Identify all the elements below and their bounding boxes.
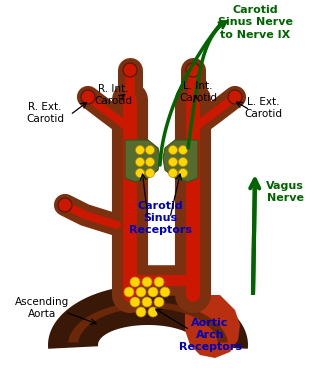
Circle shape — [142, 297, 152, 307]
Text: Vagus
Nerve: Vagus Nerve — [266, 181, 304, 203]
Circle shape — [135, 158, 144, 166]
Circle shape — [135, 169, 144, 177]
Circle shape — [58, 198, 72, 212]
Polygon shape — [68, 302, 228, 343]
Polygon shape — [125, 140, 160, 182]
Circle shape — [142, 277, 152, 287]
Circle shape — [186, 63, 200, 77]
Text: L. Int.
Carotid: L. Int. Carotid — [179, 81, 217, 103]
Circle shape — [169, 169, 178, 177]
Circle shape — [169, 158, 178, 166]
Text: Aortic
Arch
Receptors: Aortic Arch Receptors — [179, 318, 241, 353]
Circle shape — [154, 297, 164, 307]
Circle shape — [124, 287, 134, 297]
Circle shape — [145, 158, 154, 166]
Circle shape — [145, 169, 154, 177]
Text: R. Int.
Carotid: R. Int. Carotid — [94, 84, 132, 106]
Circle shape — [81, 90, 95, 104]
Circle shape — [145, 145, 154, 155]
Polygon shape — [185, 295, 240, 358]
Circle shape — [130, 297, 140, 307]
Circle shape — [154, 277, 164, 287]
Polygon shape — [163, 140, 198, 182]
Circle shape — [169, 145, 178, 155]
Polygon shape — [48, 285, 248, 349]
Circle shape — [136, 307, 146, 317]
Circle shape — [148, 307, 158, 317]
Circle shape — [130, 277, 140, 287]
Text: R. Ext.
Carotid: R. Ext. Carotid — [26, 102, 64, 124]
Circle shape — [148, 287, 158, 297]
Circle shape — [179, 145, 188, 155]
Circle shape — [228, 90, 242, 104]
Circle shape — [123, 63, 137, 77]
Text: Carotid
Sinus Nerve
to Nerve IX: Carotid Sinus Nerve to Nerve IX — [218, 5, 293, 40]
Text: Carotid
Sinus
Receptors: Carotid Sinus Receptors — [129, 201, 192, 236]
Circle shape — [160, 287, 170, 297]
Circle shape — [136, 287, 146, 297]
Text: Ascending
Aorta: Ascending Aorta — [15, 297, 69, 319]
Text: L. Ext.
Carotid: L. Ext. Carotid — [244, 97, 282, 119]
Circle shape — [135, 145, 144, 155]
Circle shape — [179, 169, 188, 177]
Circle shape — [179, 158, 188, 166]
